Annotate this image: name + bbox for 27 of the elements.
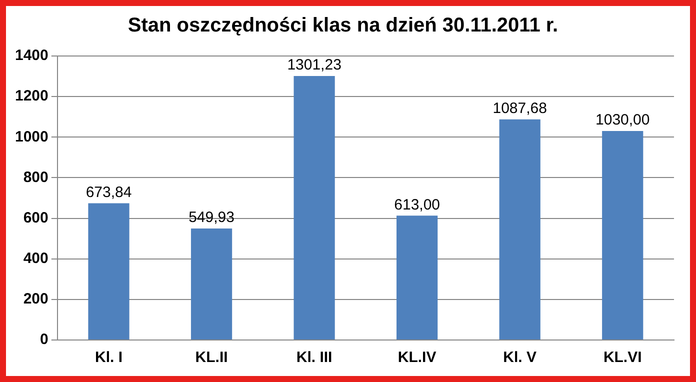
bar: [190, 228, 232, 340]
data-label: 673,84: [86, 184, 132, 201]
y-tick-label: 1200: [14, 88, 48, 105]
bar: [88, 203, 130, 340]
y-tick-label: 1000: [14, 128, 48, 146]
bar: [396, 216, 438, 340]
y-tick-label: 600: [23, 209, 48, 226]
bar: [499, 119, 540, 340]
data-label: 1030,00: [595, 112, 650, 129]
bar: [602, 131, 644, 340]
y-tick-label: 800: [23, 168, 48, 186]
x-tick-label: KL.VI: [603, 349, 642, 366]
y-tick-label: 0: [40, 331, 48, 348]
data-label: 1087,68: [492, 100, 547, 117]
chart-title: Stan oszczędności klas na dzień 30.11.2011 r.: [128, 14, 558, 37]
x-tick-label: KL.IV: [398, 349, 436, 366]
y-tick-label: 1400: [14, 47, 48, 64]
y-tick-label: 200: [23, 290, 48, 308]
x-tick-label: Kl. V: [503, 349, 537, 366]
x-tick-label: Kl. I: [94, 349, 123, 366]
data-label: 549,93: [188, 209, 234, 226]
data-label: 613,00: [394, 196, 440, 214]
x-tick-label: KL.II: [195, 349, 228, 366]
bar: [294, 76, 335, 340]
y-tick-label: 400: [23, 250, 48, 267]
data-label: 1301,23: [287, 56, 342, 74]
x-tick-label: Kl. III: [296, 349, 332, 366]
